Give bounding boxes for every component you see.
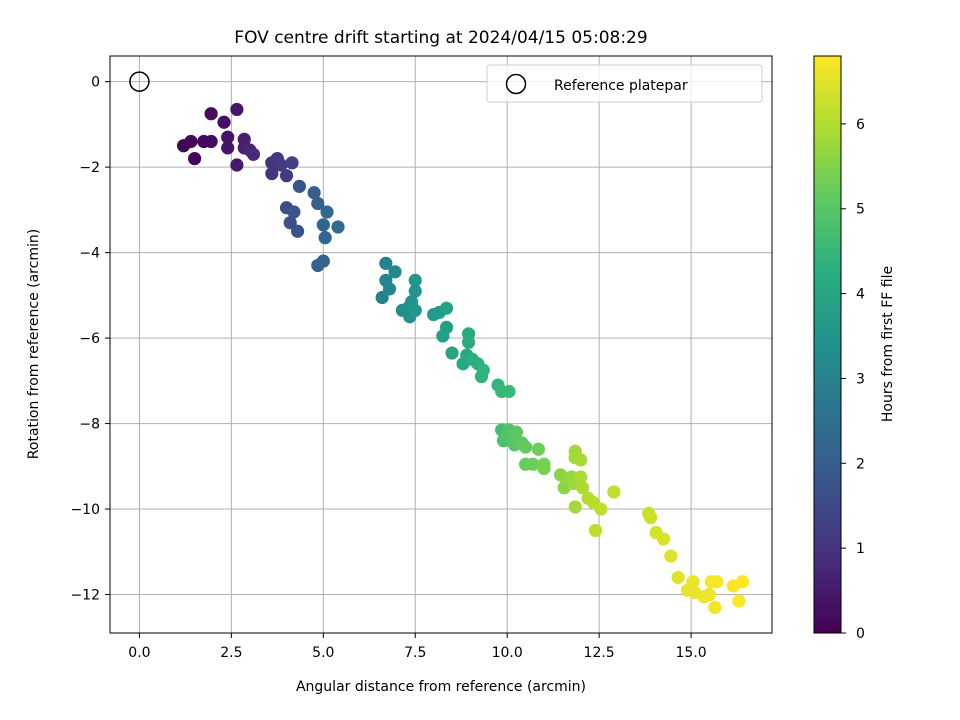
data-point xyxy=(274,158,288,172)
data-point xyxy=(331,220,345,234)
data-point xyxy=(594,502,608,516)
plot-frame xyxy=(109,55,773,634)
data-point xyxy=(439,301,454,315)
data-point xyxy=(656,532,671,546)
data-point xyxy=(439,320,454,335)
data-point xyxy=(518,440,533,454)
x-tick-label: 7.5 xyxy=(404,645,426,661)
y-axis-ticks: 0 −2 −4 −6 −8 −10 −12 xyxy=(70,75,110,604)
y-tick-label: −8 xyxy=(79,417,100,433)
colorbar-tick-label: 3 xyxy=(856,371,865,387)
data-point xyxy=(204,107,218,121)
data-point xyxy=(230,102,244,117)
data-point xyxy=(283,216,297,230)
data-point xyxy=(671,570,685,585)
data-point xyxy=(408,284,422,298)
data-point xyxy=(568,500,582,514)
x-tick-label: 15.0 xyxy=(676,645,707,661)
data-point xyxy=(461,335,476,349)
data-point xyxy=(702,587,717,602)
data-point xyxy=(686,575,700,589)
colorbar-tick-label: 5 xyxy=(856,202,865,218)
data-point xyxy=(531,442,546,456)
y-tick-label: −12 xyxy=(70,588,100,604)
data-point xyxy=(710,575,724,589)
data-point xyxy=(246,147,261,161)
scatter-points xyxy=(176,102,750,614)
data-point xyxy=(388,265,402,279)
data-point xyxy=(204,134,218,149)
legend: Reference platepar xyxy=(486,64,763,103)
x-tick-label: 2.5 xyxy=(220,645,242,661)
data-point xyxy=(588,523,603,538)
data-point xyxy=(476,363,490,377)
data-point xyxy=(316,218,330,232)
data-point xyxy=(290,224,305,238)
data-point xyxy=(279,169,294,183)
colorbar-tick-label: 1 xyxy=(856,541,865,557)
data-point xyxy=(316,254,330,268)
colorbar xyxy=(813,55,842,634)
data-point xyxy=(664,549,678,563)
colorbar-tick-label: 4 xyxy=(856,287,865,303)
data-point xyxy=(311,196,325,211)
x-axis-label: Angular distance from reference (arcmin) xyxy=(296,679,586,695)
x-tick-label: 12.5 xyxy=(584,645,615,661)
y-tick-label: 0 xyxy=(91,75,100,91)
colorbar-tick-label: 6 xyxy=(856,117,865,133)
reference-marker xyxy=(129,71,150,92)
data-point xyxy=(408,273,422,287)
data-point xyxy=(537,461,551,476)
y-tick-label: −10 xyxy=(70,502,100,518)
data-point xyxy=(607,485,621,499)
data-point xyxy=(287,205,301,219)
data-point xyxy=(526,457,540,471)
data-point xyxy=(735,575,750,589)
data-point xyxy=(307,186,321,200)
reference-point xyxy=(129,71,150,92)
data-point xyxy=(184,134,198,149)
chart-title: FOV centre drift starting at 2024/04/15 … xyxy=(234,28,647,48)
x-tick-label: 0.0 xyxy=(128,645,150,661)
data-point xyxy=(382,282,397,296)
data-point xyxy=(187,151,202,166)
colorbar-tick-label: 0 xyxy=(856,626,865,642)
data-point xyxy=(230,158,244,172)
data-point xyxy=(509,425,523,439)
legend-box xyxy=(486,64,763,103)
data-point xyxy=(732,594,746,608)
data-point xyxy=(379,256,393,270)
legend-marker xyxy=(505,73,527,95)
data-point xyxy=(408,303,422,317)
y-tick-label: −6 xyxy=(79,331,100,347)
data-point xyxy=(644,510,658,525)
legend-label: Reference platepar xyxy=(554,78,688,94)
data-point xyxy=(265,166,279,181)
y-tick-label: −2 xyxy=(79,160,100,176)
data-point xyxy=(708,600,722,614)
data-point xyxy=(320,205,334,219)
data-point xyxy=(574,453,588,467)
y-axis-label: Rotation from reference (arcmin) xyxy=(26,229,42,459)
data-point xyxy=(221,130,235,144)
colorbar-ticks: 0 1 2 3 4 5 6 xyxy=(841,117,865,642)
y-tick-label: −4 xyxy=(79,246,100,262)
data-point xyxy=(575,481,590,495)
x-axis-ticks: 0.0 2.5 5.0 7.5 10.0 12.5 15.0 xyxy=(128,633,707,661)
data-point xyxy=(217,115,231,129)
data-point xyxy=(285,156,299,170)
data-point xyxy=(375,290,389,305)
grid xyxy=(110,56,772,633)
data-point xyxy=(445,346,459,360)
x-tick-label: 5.0 xyxy=(312,645,334,661)
x-tick-label: 10.0 xyxy=(492,645,523,661)
data-point xyxy=(221,141,235,155)
data-point xyxy=(574,470,588,484)
data-point xyxy=(502,384,516,399)
data-point xyxy=(292,179,307,193)
colorbar-tick-label: 2 xyxy=(856,456,865,472)
data-point xyxy=(318,231,332,245)
colorbar-label: Hours from first FF file xyxy=(880,266,896,422)
